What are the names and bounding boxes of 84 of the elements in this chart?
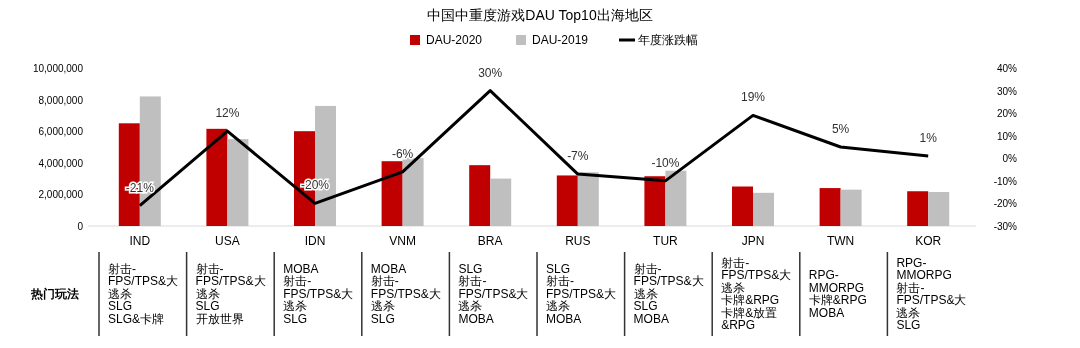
data-label: 1% bbox=[919, 131, 938, 146]
bar bbox=[402, 158, 424, 226]
text: MOBA bbox=[546, 311, 582, 326]
text: 射击-FPS/TPS&大逃杀 bbox=[546, 274, 617, 314]
data-label: 30% bbox=[478, 65, 503, 80]
text: 射击-FPS/TPS&大逃杀 bbox=[195, 261, 267, 301]
text: 射击-FPS/TPS&大逃杀 bbox=[633, 261, 705, 301]
bar bbox=[556, 175, 578, 226]
text: SLG bbox=[633, 299, 658, 314]
x-tick-label: RUS bbox=[565, 234, 591, 248]
text: MOBA bbox=[808, 305, 845, 320]
text: 射击-FPS/TPS&大逃杀 bbox=[896, 280, 968, 320]
bar bbox=[490, 178, 512, 226]
y-tick-label: 2,000,000 bbox=[38, 189, 84, 201]
legend-label: 年度涨跌幅 bbox=[638, 33, 698, 47]
bar bbox=[227, 139, 249, 226]
y2-tick-label: -30% bbox=[993, 221, 1018, 232]
data-label: -20% bbox=[300, 178, 330, 193]
x-tick-label: BRA bbox=[477, 234, 503, 248]
text: 热门玩法 bbox=[31, 286, 79, 301]
text: SLG bbox=[546, 261, 570, 276]
y2-tick-label: -20% bbox=[993, 198, 1018, 210]
x-tick-label: IDN bbox=[304, 234, 326, 248]
bar bbox=[819, 188, 841, 226]
text: SLG bbox=[896, 318, 921, 332]
bar bbox=[469, 165, 491, 226]
x-tick-label: TUR bbox=[653, 234, 679, 248]
bar bbox=[206, 128, 228, 226]
x-tick-label: KOR bbox=[915, 234, 942, 248]
y2-tick-label: 10% bbox=[996, 130, 1018, 142]
bar bbox=[840, 189, 862, 226]
bar bbox=[753, 192, 774, 226]
y-tick-label: 4,000,000 bbox=[38, 157, 84, 169]
y2-tick-label: 0% bbox=[1002, 153, 1018, 165]
text: SLG bbox=[458, 261, 483, 276]
text: 卡牌&放置&RPG bbox=[721, 305, 779, 332]
y-tick-label: 6,000,000 bbox=[38, 126, 84, 138]
text: SLG bbox=[195, 299, 220, 314]
bar bbox=[577, 172, 599, 226]
data-label: 19% bbox=[740, 90, 766, 105]
text: 射击-FPS/TPS&大逃杀 bbox=[370, 274, 442, 314]
text: SLG bbox=[283, 311, 308, 326]
text: 开放世界 bbox=[195, 311, 244, 326]
text: 卡牌&RPG bbox=[808, 293, 867, 307]
bar bbox=[907, 191, 929, 226]
bar bbox=[665, 170, 687, 226]
text: 射击-FPS/TPS&大逃杀 bbox=[458, 274, 530, 314]
text: SLG bbox=[108, 299, 133, 314]
text: MOBA bbox=[283, 261, 319, 276]
x-tick-label: TWN bbox=[826, 234, 855, 248]
bar bbox=[381, 161, 403, 226]
text: 射击-FPS/TPS&大逃杀 bbox=[108, 261, 179, 301]
y-tick-label: 0 bbox=[77, 221, 84, 232]
y-tick-label: 8,000,000 bbox=[38, 94, 84, 106]
y2-tick-label: 20% bbox=[996, 108, 1018, 120]
text: SLG bbox=[370, 311, 395, 326]
data-label: 5% bbox=[831, 122, 850, 136]
y-tick-label: 10,000,000 bbox=[32, 63, 84, 74]
y2-tick-label: 30% bbox=[996, 85, 1018, 97]
text: 射击-FPS/TPS&大逃杀 bbox=[721, 255, 793, 295]
data-label: -6% bbox=[391, 146, 414, 161]
y2-tick-label: 40% bbox=[996, 63, 1018, 74]
data-label: -7% bbox=[567, 149, 589, 164]
chart-title: 中国中重度游戏DAU Top10出海地区 bbox=[427, 7, 653, 23]
text: RPG-MMORPG bbox=[896, 255, 953, 282]
text: MOBA bbox=[370, 261, 407, 276]
data-label: 12% bbox=[215, 106, 240, 121]
bar bbox=[928, 192, 950, 226]
y2-tick-label: -10% bbox=[993, 175, 1018, 187]
x-tick-label: JPN bbox=[741, 234, 765, 248]
x-tick-label: VNM bbox=[389, 234, 416, 248]
legend-label: DAU-2019 bbox=[532, 33, 589, 47]
text: 射击-FPS/TPS&大逃杀 bbox=[283, 274, 355, 314]
data-label: -10% bbox=[651, 155, 680, 170]
legend-label: DAU-2020 bbox=[426, 33, 483, 47]
bar bbox=[732, 186, 753, 226]
text: 卡牌&RPG bbox=[721, 293, 780, 307]
text: MOBA bbox=[458, 311, 494, 326]
text: MOBA bbox=[633, 311, 669, 326]
bar bbox=[644, 176, 666, 226]
x-tick-label: IND bbox=[129, 234, 151, 248]
text: SLG&卡牌 bbox=[108, 311, 165, 326]
x-tick-label: USA bbox=[215, 234, 240, 248]
text: RPG-MMORPG bbox=[808, 268, 866, 295]
